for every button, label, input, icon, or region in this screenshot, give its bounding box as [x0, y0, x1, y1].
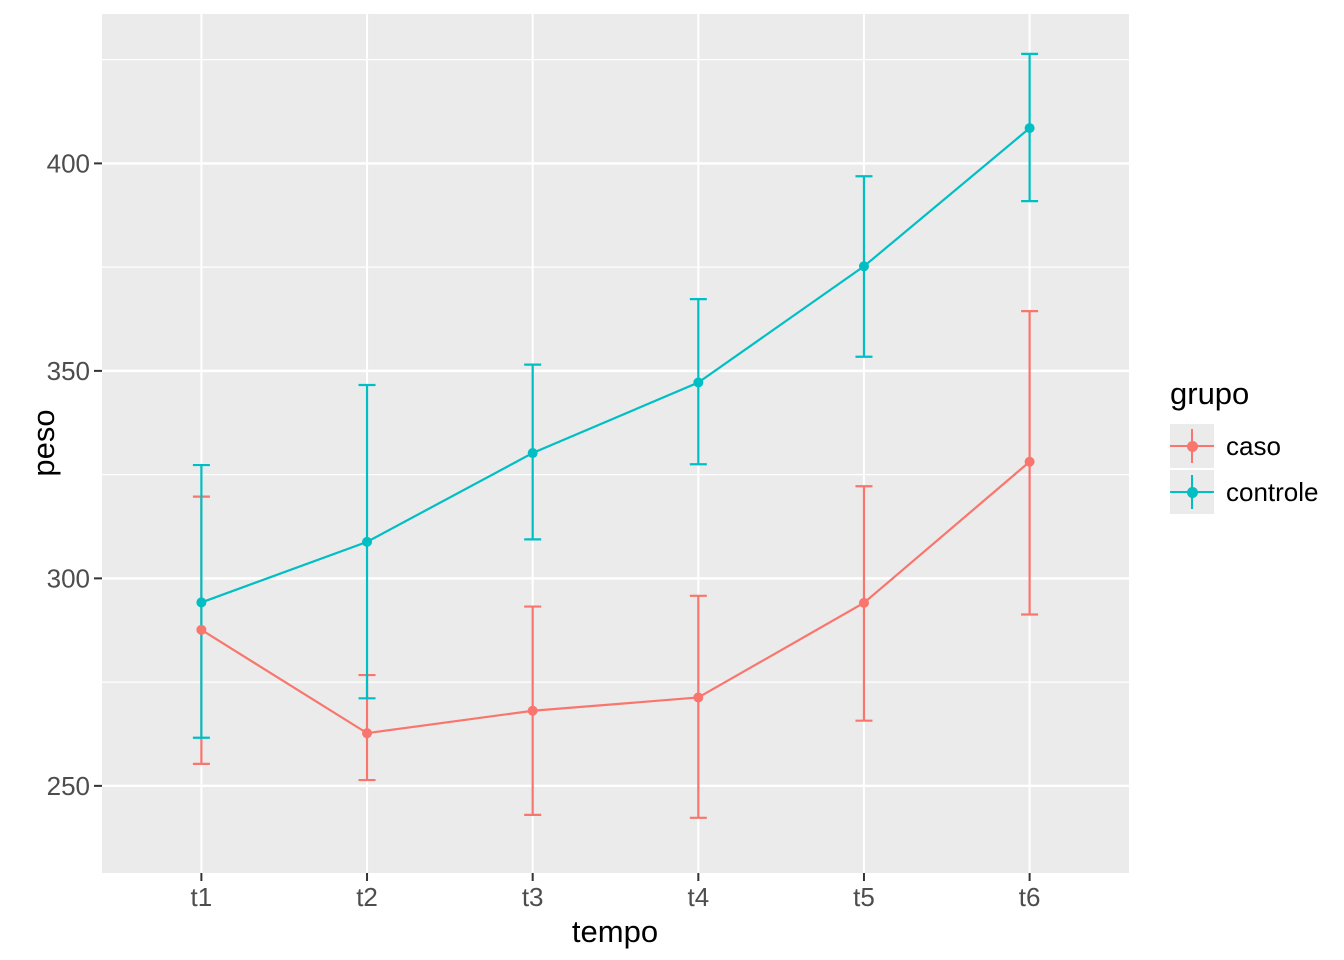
legend-item-caso: caso: [1170, 424, 1340, 468]
svg-text:250: 250: [47, 771, 90, 801]
svg-text:400: 400: [47, 148, 90, 178]
svg-text:t4: t4: [687, 882, 709, 912]
legend: grupo caso controle: [1170, 376, 1340, 516]
y-axis-title: peso: [26, 409, 62, 477]
legend-title: grupo: [1170, 376, 1250, 411]
legend-item-controle: controle: [1170, 470, 1340, 514]
svg-text:t1: t1: [191, 882, 213, 912]
point-key-glyph: [1186, 486, 1198, 498]
svg-text:t3: t3: [522, 882, 544, 912]
svg-text:t2: t2: [356, 882, 378, 912]
svg-text:t6: t6: [1019, 882, 1041, 912]
legend-key-caso: [1170, 424, 1214, 468]
legend-label-controle: controle: [1226, 476, 1319, 507]
svg-text:t5: t5: [853, 882, 875, 912]
svg-text:300: 300: [47, 563, 90, 593]
svg-text:350: 350: [47, 356, 90, 386]
legend-label-caso: caso: [1226, 430, 1281, 461]
point-key-glyph: [1186, 440, 1198, 452]
legend-key-controle: [1170, 470, 1214, 514]
x-axis-title: tempo: [571, 914, 659, 949]
